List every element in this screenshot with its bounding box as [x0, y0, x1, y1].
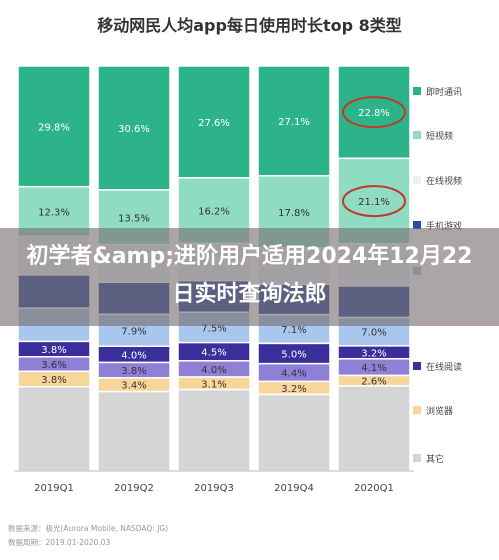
data-label: 27.1%: [278, 117, 310, 128]
chart-title: 移动网民人均app每日使用时长top 8类型: [97, 16, 402, 35]
data-label: 2.6%: [361, 377, 386, 388]
x-tick-label: 2019Q3: [194, 483, 234, 494]
bar-segment: [177, 388, 251, 472]
data-label: 4.5%: [201, 348, 226, 359]
data-label: 3.2%: [281, 384, 306, 395]
x-tick-label: 2020Q1: [354, 483, 394, 494]
data-label: 27.6%: [198, 118, 230, 129]
legend-label: 其它: [426, 453, 444, 465]
bar-segment: [17, 65, 91, 188]
data-label: 21.1%: [358, 197, 390, 208]
data-label: 5.0%: [281, 350, 306, 361]
legend-swatch: [413, 406, 421, 414]
data-label: 4.4%: [281, 369, 306, 380]
legend-swatch: [413, 131, 421, 139]
bar-segment: [17, 386, 91, 472]
data-label: 12.3%: [38, 208, 70, 219]
bar-segment: [177, 65, 251, 179]
overlay-watermark-text: 初学者&amp;进阶用户适用2024年12月22日实时查询法郎: [26, 244, 473, 307]
x-tick-label: 2019Q1: [34, 483, 74, 494]
legend-swatch: [413, 87, 421, 95]
data-label: 30.6%: [118, 124, 150, 135]
legend-swatch: [413, 221, 421, 229]
source-note: 数据来源：极光(Aurora Mobile, NASDAQ: JG): [8, 524, 169, 533]
data-label: 3.2%: [361, 348, 386, 359]
legend-label: 浏览器: [426, 405, 453, 417]
data-label: 4.0%: [201, 365, 226, 376]
data-label: 7.0%: [361, 328, 386, 339]
data-label: 7.5%: [201, 323, 226, 334]
bar-segment: [337, 65, 411, 160]
legend-swatch: [413, 176, 421, 184]
highlight-circle: [342, 185, 406, 218]
highlight-circle: [342, 96, 406, 129]
data-label: 3.8%: [41, 345, 66, 356]
legend-label: 在线阅读: [426, 361, 462, 373]
bar-segment: [257, 393, 331, 472]
data-label: 3.1%: [201, 379, 226, 390]
data-label: 7.1%: [281, 325, 306, 336]
legend-label: 在线视频: [426, 175, 462, 187]
legend-label: 即时通讯: [426, 86, 462, 98]
data-label: 3.8%: [41, 375, 66, 386]
data-label: 4.1%: [361, 363, 386, 374]
data-label: 29.8%: [38, 122, 70, 133]
overlay-banner: [0, 228, 499, 326]
x-tick-label: 2019Q4: [274, 483, 314, 494]
data-label: 3.4%: [121, 381, 146, 392]
data-label: 4.0%: [121, 350, 146, 361]
data-label: 3.8%: [121, 366, 146, 377]
period-note: 数据周期：2019.01-2020.03: [8, 538, 111, 547]
data-label: 22.8%: [358, 108, 390, 119]
data-label: 17.8%: [278, 208, 310, 219]
data-label: 7.9%: [121, 326, 146, 337]
legend-swatch: [413, 362, 421, 370]
data-label: 3.6%: [41, 360, 66, 371]
x-tick-label: 2019Q2: [114, 483, 154, 494]
data-label: 13.5%: [118, 213, 150, 224]
legend-label: 短视频: [426, 130, 453, 142]
data-label: 16.2%: [198, 207, 230, 218]
legend-swatch: [413, 454, 421, 462]
bar-segment: [257, 65, 331, 177]
bar-segment: [97, 390, 171, 472]
bar-segment: [337, 385, 411, 472]
bar-segment: [97, 65, 171, 191]
